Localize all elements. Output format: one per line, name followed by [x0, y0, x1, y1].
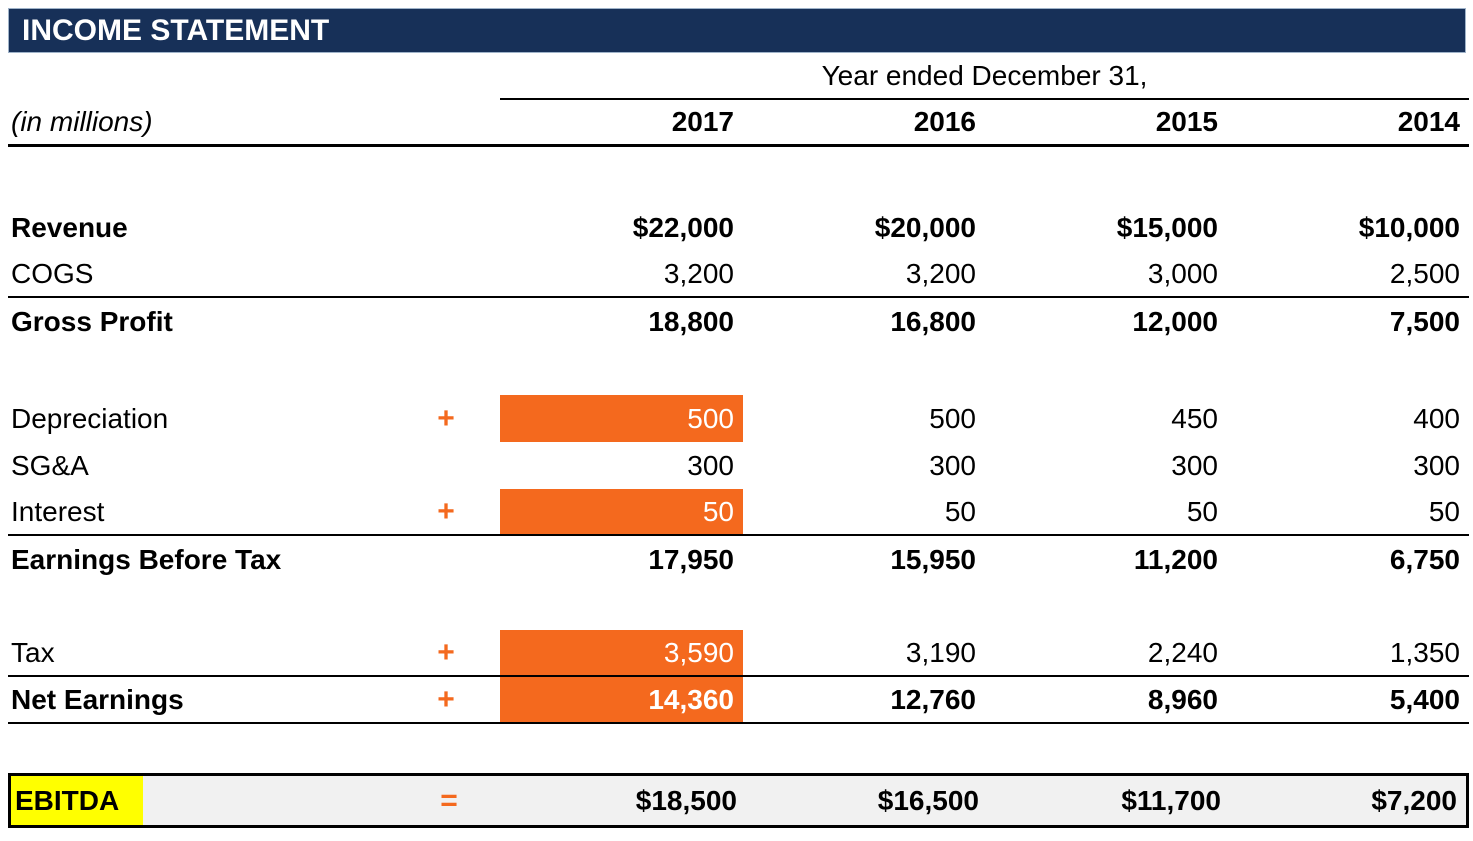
year-header-2014: 2014: [1397, 106, 1460, 137]
value-cell-2017: 18,800: [648, 305, 734, 337]
value-cell-2016: 12,760: [890, 683, 976, 715]
value-cell-2014: 300: [1413, 449, 1460, 481]
value-cell-2014: 5,400: [1389, 683, 1460, 715]
value-cell-2017: $22,000: [632, 211, 734, 243]
value-cell-2017: 500: [500, 395, 743, 442]
year-header-row: (in millions) 2017 2016 2015 2014: [8, 100, 1469, 147]
units-label: (in millions): [11, 106, 153, 137]
value-cell-2015: 2,240: [1147, 636, 1218, 668]
operator-cell: [392, 204, 500, 251]
value-cell-2015: 300: [1171, 449, 1218, 481]
row-ebitda: EBITDA = $18,500 $16,500 $11,700 $7,200: [8, 773, 1469, 828]
row-depreciation: Depreciation +500 500 450 400: [8, 395, 1469, 442]
value-cell-2017: 17,950: [648, 543, 734, 575]
period-header: Year ended December 31,: [500, 53, 1469, 100]
equals-sign: =: [440, 783, 458, 817]
plus-sign: +: [437, 682, 455, 716]
value-cell-2014: $7,200: [1371, 784, 1457, 816]
row-sg-a: SG&A 300 300 300 300: [8, 442, 1469, 489]
row-label-cell: Gross Profit: [11, 305, 173, 337]
row-label-cell: SG&A: [11, 449, 89, 481]
value-cell-2015: 450: [1171, 402, 1218, 434]
value-cell-2016: 50: [944, 495, 976, 527]
value-cell-2014: $10,000: [1358, 211, 1460, 243]
value-cell-2016: 16,800: [890, 305, 976, 337]
row-label-cell: Earnings Before Tax: [11, 543, 282, 575]
value-cell-2014: 1,350: [1389, 636, 1460, 668]
period-header-row: Year ended December 31,: [8, 53, 1469, 100]
value-cell-2017: 14,360: [500, 677, 743, 722]
row-label-cell: Depreciation: [11, 402, 169, 434]
value-cell-2015: 12,000: [1132, 305, 1218, 337]
value-cell-2017: 3,590: [500, 630, 743, 675]
operator-column-header: [392, 100, 500, 144]
row-tax: Tax +3,590 3,190 2,240 1,350: [8, 630, 1469, 677]
value-cell-2015: 3,000: [1147, 257, 1218, 289]
plus-sign: +: [437, 635, 455, 669]
value-cell-2014: 50: [1428, 495, 1460, 527]
spacer-row: [8, 724, 1469, 773]
value-cell-2017: $18,500: [635, 784, 737, 816]
row-revenue: Revenue $22,000 $20,000 $15,000 $10,000: [8, 204, 1469, 251]
value-cell-2016: $20,000: [874, 211, 976, 243]
value-cell-2014: 7,500: [1389, 305, 1460, 337]
value-cell-2014: 6,750: [1389, 543, 1460, 575]
row-interest: Interest +50 50 50 50: [8, 489, 1469, 536]
row-cogs: COGS 3,200 3,200 3,000 2,500: [8, 251, 1469, 298]
row-gross-profit: Gross Profit 18,800 16,800 12,000 7,500: [8, 298, 1469, 345]
row-label-cell: COGS: [11, 257, 94, 289]
plus-sign: +: [437, 494, 455, 528]
row-label-cell: Net Earnings: [11, 683, 184, 715]
value-cell-2017: 50: [500, 489, 743, 534]
highlighted-row-label: EBITDA: [11, 776, 143, 825]
statement-rows: Revenue $22,000 $20,000 $15,000 $10,000 COGS 3…: [0, 147, 1473, 828]
operator-cell: [392, 298, 500, 345]
value-cell-2016: 3,200: [905, 257, 976, 289]
row-net-earnings: Net Earnings +14,360 12,760 8,960 5,400: [8, 677, 1469, 724]
value-cell-2015: 11,200: [1133, 543, 1218, 575]
value-cell-2017: 300: [687, 449, 734, 481]
value-cell-2014: 400: [1413, 402, 1460, 434]
value-cell-2015: $15,000: [1116, 211, 1218, 243]
row-earnings-before-tax: Earnings Before Tax 17,950 15,950 11,200 6,7…: [8, 536, 1469, 583]
row-label-cell: Interest: [11, 495, 105, 527]
value-cell-2016: 500: [929, 402, 976, 434]
value-cell-2015: 8,960: [1147, 683, 1218, 715]
row-label-cell: Revenue: [11, 211, 128, 243]
title-bar: INCOME STATEMENT: [8, 8, 1466, 53]
row-label-cell: Tax: [11, 636, 55, 668]
value-cell-2014: 2,500: [1389, 257, 1460, 289]
spacer-row: [8, 345, 1469, 395]
value-cell-2015: $11,700: [1121, 784, 1221, 816]
value-cell-2016: 300: [929, 449, 976, 481]
plus-sign: +: [437, 401, 455, 435]
value-cell-2016: $16,500: [877, 784, 979, 816]
value-cell-2015: 50: [1186, 495, 1218, 527]
year-header-2016: 2016: [913, 106, 976, 137]
value-cell-2016: 3,190: [905, 636, 976, 668]
value-cell-2017: 3,200: [663, 257, 734, 289]
year-header-2015: 2015: [1155, 106, 1218, 137]
spacer-row: [8, 147, 1469, 204]
value-cell-2016: 15,950: [890, 543, 976, 575]
operator-cell: [392, 251, 500, 296]
operator-cell: [392, 536, 500, 583]
page-title: INCOME STATEMENT: [22, 13, 330, 47]
operator-cell: [392, 442, 500, 489]
row-label-cell: EBITDA: [11, 776, 395, 825]
year-header-2017: 2017: [671, 106, 734, 137]
spacer-row: [8, 583, 1469, 630]
